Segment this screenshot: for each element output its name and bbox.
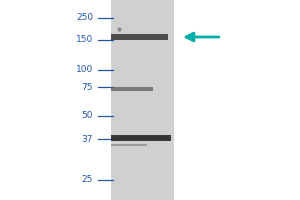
Text: 250: 250 [76, 14, 93, 22]
Bar [111, 144, 147, 146]
Bar [111, 34, 168, 40]
Bar [111, 135, 171, 141]
Text: 150: 150 [76, 36, 93, 45]
Text: 25: 25 [82, 176, 93, 184]
Text: 50: 50 [82, 112, 93, 120]
Bar [111, 87, 153, 91]
Text: 100: 100 [76, 66, 93, 74]
Text: 75: 75 [82, 83, 93, 92]
Bar [111, 0, 174, 200]
Text: 37: 37 [82, 134, 93, 144]
